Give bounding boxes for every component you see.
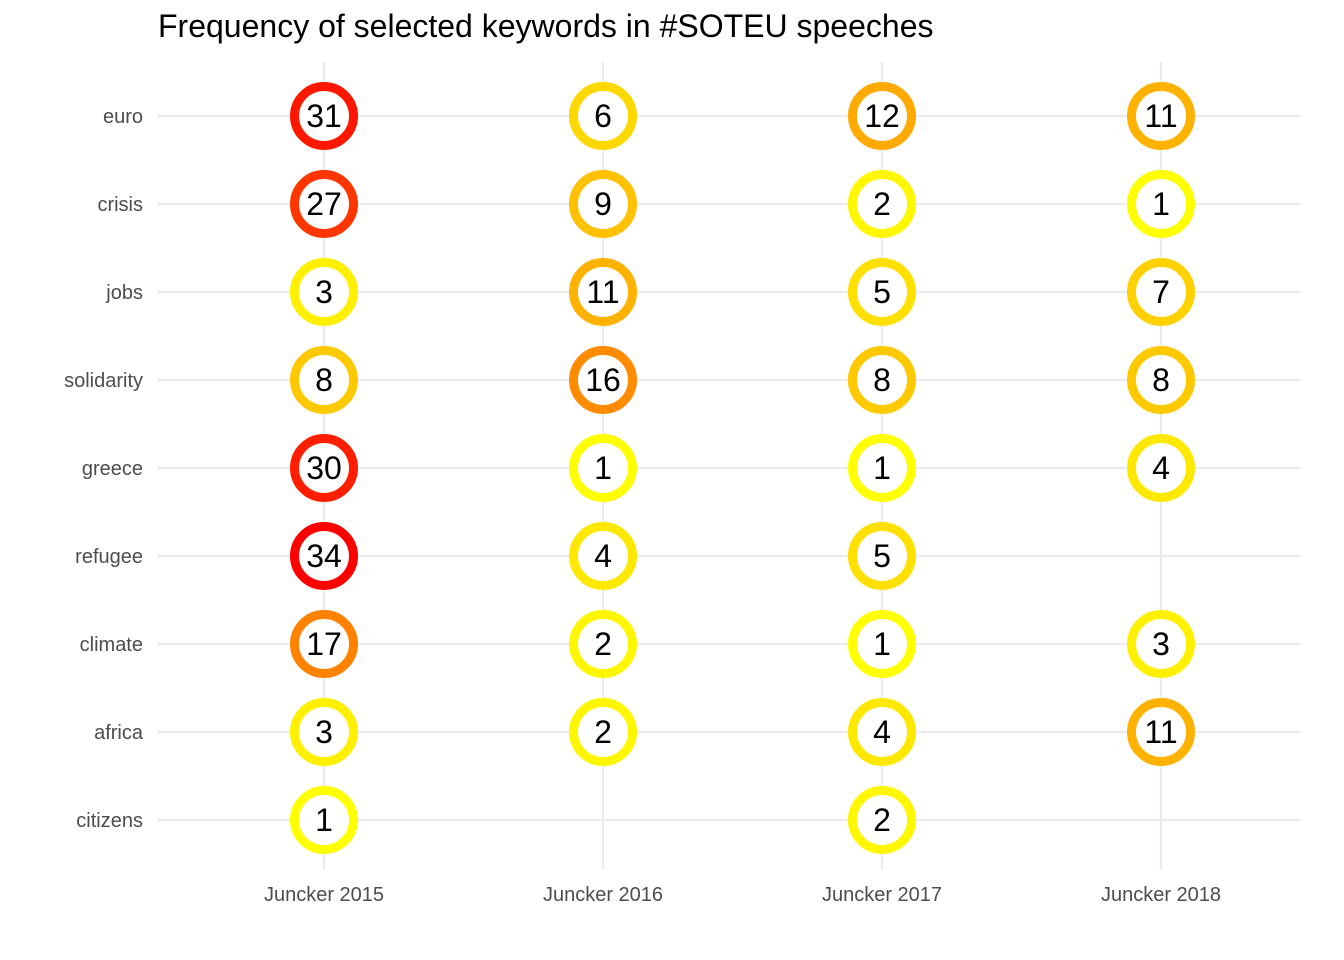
value-label-juncker-2015-jobs: 3 xyxy=(315,274,333,310)
x-tick-labels: Juncker 2015 Juncker 2016 Juncker 2017 Junc… xyxy=(264,884,1221,906)
value-label-juncker-2017-africa: 4 xyxy=(873,714,891,750)
point-juncker-2017-refugee xyxy=(848,522,916,590)
value-label-juncker-2017-solidarity: 8 xyxy=(873,362,891,398)
value-label-juncker-2018-crisis: 1 xyxy=(1152,186,1170,222)
value-label-juncker-2015-greece: 30 xyxy=(306,450,342,486)
point-juncker-2016-crisis xyxy=(569,170,637,238)
point-juncker-2018-solidarity xyxy=(1127,346,1195,414)
value-label-juncker-2015-africa: 3 xyxy=(315,714,333,750)
chart-title: Frequency of selected keywords in #SOTEU… xyxy=(158,8,934,44)
point-juncker-2017-crisis xyxy=(848,170,916,238)
point-juncker-2017-citizens xyxy=(848,786,916,854)
x-tick-label-juncker-2015: Juncker 2015 xyxy=(264,884,384,906)
point-juncker-2018-climate xyxy=(1127,610,1195,678)
y-tick-label-crisis: crisis xyxy=(97,194,143,216)
data-points: 3127383034173169111614221225815142111784… xyxy=(290,82,1195,854)
value-label-juncker-2018-greece: 4 xyxy=(1152,450,1170,486)
point-juncker-2017-solidarity xyxy=(848,346,916,414)
value-label-juncker-2016-greece: 1 xyxy=(594,450,612,486)
value-label-juncker-2018-climate: 3 xyxy=(1152,626,1170,662)
y-tick-label-jobs: jobs xyxy=(105,282,143,304)
point-juncker-2017-africa xyxy=(848,698,916,766)
y-tick-labels: euro crisis jobs solidarity greece refugee cli… xyxy=(64,106,144,832)
point-juncker-2018-euro xyxy=(1127,82,1195,150)
point-juncker-2015-refugee xyxy=(290,522,358,590)
point-juncker-2018-africa xyxy=(1127,698,1195,766)
y-tick-label-africa: africa xyxy=(94,722,144,744)
value-label-juncker-2017-crisis: 2 xyxy=(873,186,891,222)
point-juncker-2016-climate xyxy=(569,610,637,678)
y-tick-label-citizens: citizens xyxy=(76,810,143,832)
point-juncker-2018-greece xyxy=(1127,434,1195,502)
value-label-juncker-2016-africa: 2 xyxy=(594,714,612,750)
point-juncker-2017-euro xyxy=(848,82,916,150)
point-juncker-2017-jobs xyxy=(848,258,916,326)
point-juncker-2016-euro xyxy=(569,82,637,150)
point-juncker-2015-solidarity xyxy=(290,346,358,414)
y-tick-label-euro: euro xyxy=(103,106,143,128)
point-juncker-2015-jobs xyxy=(290,258,358,326)
value-label-juncker-2017-jobs: 5 xyxy=(873,274,891,310)
value-label-juncker-2015-crisis: 27 xyxy=(306,186,342,222)
point-juncker-2016-greece xyxy=(569,434,637,502)
value-label-juncker-2016-solidarity: 16 xyxy=(585,362,621,398)
point-juncker-2015-crisis xyxy=(290,170,358,238)
value-label-juncker-2018-euro: 11 xyxy=(1144,98,1177,134)
value-label-juncker-2015-climate: 17 xyxy=(306,626,342,662)
point-juncker-2015-climate xyxy=(290,610,358,678)
point-juncker-2016-jobs xyxy=(569,258,637,326)
value-label-juncker-2015-euro: 31 xyxy=(306,98,342,134)
value-label-juncker-2015-citizens: 1 xyxy=(315,802,333,838)
x-tick-label-juncker-2017: Juncker 2017 xyxy=(822,884,942,906)
value-label-juncker-2017-climate: 1 xyxy=(873,626,891,662)
value-label-juncker-2017-refugee: 5 xyxy=(873,538,891,574)
value-label-juncker-2016-crisis: 9 xyxy=(594,186,612,222)
point-juncker-2017-climate xyxy=(848,610,916,678)
x-tick-label-juncker-2016: Juncker 2016 xyxy=(543,884,663,906)
value-label-juncker-2016-euro: 6 xyxy=(594,98,612,134)
value-label-juncker-2017-citizens: 2 xyxy=(873,802,891,838)
point-juncker-2015-euro xyxy=(290,82,358,150)
value-label-juncker-2016-climate: 2 xyxy=(594,626,612,662)
x-tick-label-juncker-2018: Juncker 2018 xyxy=(1101,884,1221,906)
value-label-juncker-2017-euro: 12 xyxy=(864,98,900,134)
value-label-juncker-2016-jobs: 11 xyxy=(586,274,619,310)
y-tick-label-refugee: refugee xyxy=(75,546,143,568)
value-label-juncker-2018-solidarity: 8 xyxy=(1152,362,1170,398)
point-juncker-2018-jobs xyxy=(1127,258,1195,326)
value-label-juncker-2017-greece: 1 xyxy=(873,450,891,486)
value-label-juncker-2015-solidarity: 8 xyxy=(315,362,333,398)
point-juncker-2018-crisis xyxy=(1127,170,1195,238)
point-juncker-2016-refugee xyxy=(569,522,637,590)
point-juncker-2015-africa xyxy=(290,698,358,766)
value-label-juncker-2015-refugee: 34 xyxy=(306,538,342,574)
y-tick-label-solidarity: solidarity xyxy=(64,370,143,392)
y-tick-label-climate: climate xyxy=(80,634,143,656)
point-juncker-2015-greece xyxy=(290,434,358,502)
point-juncker-2016-africa xyxy=(569,698,637,766)
point-juncker-2017-greece xyxy=(848,434,916,502)
point-juncker-2015-citizens xyxy=(290,786,358,854)
value-label-juncker-2016-refugee: 4 xyxy=(594,538,612,574)
y-tick-label-greece: greece xyxy=(82,458,143,480)
value-label-juncker-2018-africa: 11 xyxy=(1144,714,1177,750)
value-label-juncker-2018-jobs: 7 xyxy=(1152,274,1170,310)
point-juncker-2016-solidarity xyxy=(569,346,637,414)
